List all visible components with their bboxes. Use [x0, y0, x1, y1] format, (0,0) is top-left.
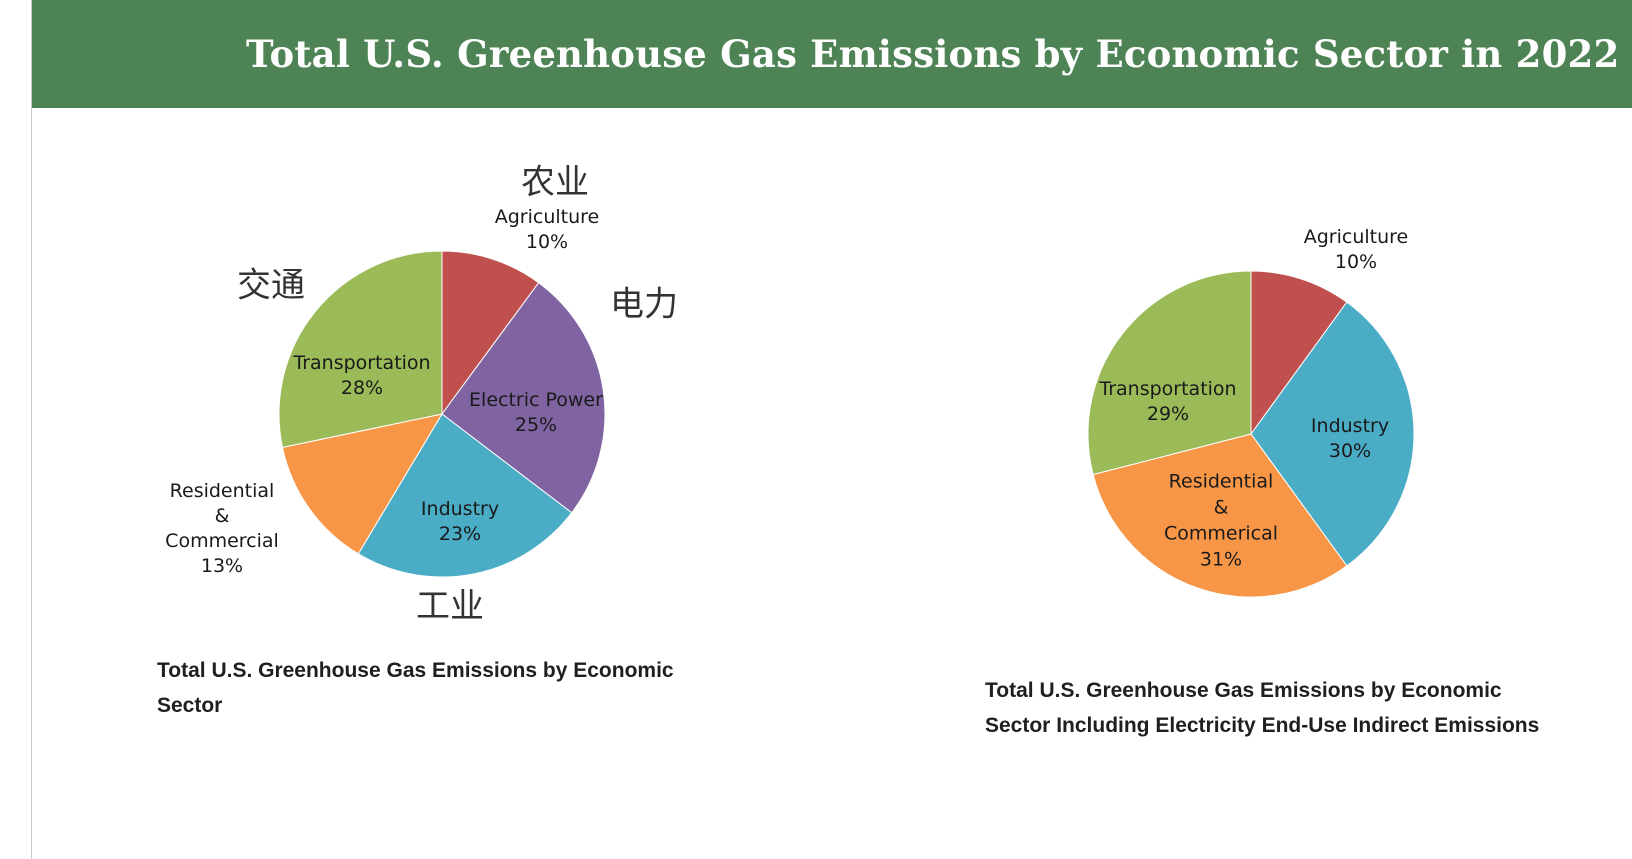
slice-label-line: 31%: [1200, 549, 1242, 571]
slice-label-line: Residential: [1169, 471, 1274, 493]
slice-label-line: 29%: [1147, 403, 1189, 425]
slice-label-line: Industry: [421, 498, 499, 520]
chart-caption-indirect: Total U.S. Greenhouse Gas Emissions by E…: [985, 679, 1540, 737]
slice-label-line: Transportation: [292, 352, 430, 374]
pie-slice-transportation: [278, 250, 443, 448]
slice-label-line: 28%: [341, 377, 383, 399]
slice-label-line: 25%: [515, 414, 557, 436]
slice-label-line: Residential: [170, 480, 275, 502]
slice-label-line: Commercial: [165, 530, 279, 552]
slice-label-line: &: [1214, 497, 1229, 519]
page-header: Total U.S. Greenhouse Gas Emissions by E…: [32, 0, 1632, 108]
annotation-chinese-agriculture: 农业: [521, 163, 589, 203]
slice-label-line: 10%: [526, 231, 568, 253]
slice-label-line: Agriculture: [1304, 226, 1409, 248]
slice-label-line: 23%: [439, 523, 481, 545]
slice-label-agriculture: Agriculture 10%: [495, 206, 600, 253]
slice-label-industry: Industry 23%: [421, 498, 499, 545]
annotation-chinese-electric-power: 电力: [610, 285, 678, 325]
slice-label-line: 30%: [1329, 440, 1371, 462]
left-border: [31, 0, 32, 859]
slice-label-line: Industry: [1311, 415, 1389, 437]
annotation-chinese-industry: 工业: [416, 587, 484, 627]
pie-slice-industry: [1250, 301, 1415, 567]
chart-caption-sector: Total U.S. Greenhouse Gas Emissions by E…: [157, 659, 674, 717]
slice-label-agriculture: Agriculture 10%: [1304, 226, 1409, 273]
pie-slice-electric-power: [441, 282, 606, 514]
pie-slice-industry: [357, 413, 573, 578]
slice-label-line: Transportation: [1098, 378, 1236, 400]
pie-slice-transportation: [1087, 270, 1252, 476]
slice-label-line: Electric Power: [469, 389, 603, 411]
annotation-chinese-transportation: 交通: [237, 266, 305, 306]
slice-label-transportation: Transportation 28%: [292, 352, 430, 399]
slice-label-line: 10%: [1335, 251, 1377, 273]
slice-label-line: Commerical: [1164, 523, 1278, 545]
pie-slice-residential-commerical: [1092, 433, 1348, 598]
page-title: Total U.S. Greenhouse Gas Emissions by E…: [246, 32, 1620, 76]
slice-label-line: 13%: [201, 555, 243, 577]
slice-label-line: Agriculture: [495, 206, 600, 228]
slice-label-line: &: [215, 505, 230, 527]
pie-slice-agriculture: [1250, 270, 1348, 436]
slice-label-transportation: Transportation 29%: [1098, 378, 1236, 425]
slice-label-industry: Industry 30%: [1311, 415, 1389, 462]
slice-label-residential-commercial: Residential & Commercial 13%: [165, 480, 279, 577]
slice-label-electric-power: Electric Power 25%: [469, 389, 603, 436]
pie-slice-agriculture: [441, 250, 540, 416]
pie-slice-residential-commercial: [281, 413, 444, 555]
slice-label-residential-commerical: Residential & Commerical 31%: [1164, 471, 1278, 571]
